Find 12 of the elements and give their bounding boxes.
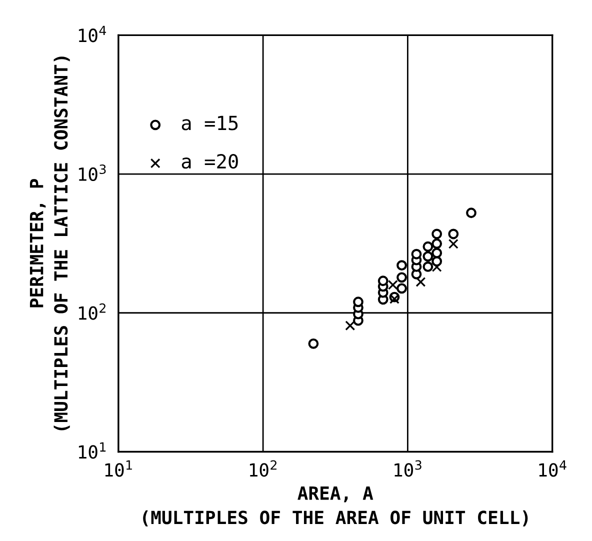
y-axis-title: PERIMETER, P (MULTIPLES OF THE LATTICE CONSTANT) [30, 56, 70, 430]
legend-label: a =15 [182, 116, 238, 130]
x-tick-label: 10$^{2}$ [250, 460, 276, 477]
x-tick-label: 10$^{1}$ [105, 460, 132, 477]
x-tick-label: 10$^{3}$ [394, 460, 422, 477]
x-tick-label: 10$^{4}$ [539, 460, 566, 477]
x-axis-title: AREA, A (MULTIPLES OF THE AREA OF UNIT CELL) [143, 486, 528, 526]
legend-label: a =20 [182, 154, 238, 169]
y-tick-label: 10$^{3}$ [78, 164, 106, 182]
y-tick-label: 10$^{1}$ [78, 442, 106, 459]
y-tick-label: 10$^{2}$ [78, 303, 106, 320]
y-tick-label: 10$^{4}$ [78, 26, 106, 42]
